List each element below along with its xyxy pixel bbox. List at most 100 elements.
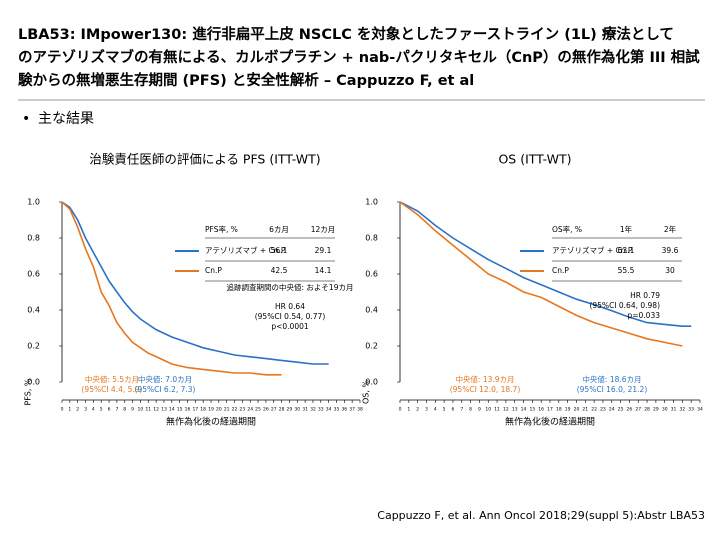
x-tick-label: 10 <box>138 407 144 413</box>
x-tick-label: 33 <box>688 407 694 413</box>
annotation: 中央値: 13.9カ月 <box>455 374 514 384</box>
x-tick-label: 35 <box>334 407 340 413</box>
x-tick-label: 3 <box>84 407 87 413</box>
x-tick-label: 1 <box>407 407 410 413</box>
y-tick-label: 1.0 <box>27 198 40 207</box>
x-tick-label: 4 <box>92 407 95 413</box>
table-header: 2年 <box>664 224 677 234</box>
x-tick-label: 7 <box>460 407 463 413</box>
x-tick-label: 25 <box>618 407 624 413</box>
bullet-mark: • <box>22 111 30 127</box>
x-tick-label: 31 <box>302 407 308 413</box>
table-cell: 55.5 <box>618 266 635 275</box>
y-tick-label: 0.6 <box>27 270 40 279</box>
x-tick-label: 27 <box>271 407 277 413</box>
km-curve <box>399 201 692 328</box>
x-tick-label: 8 <box>469 407 472 413</box>
x-tick-label: 5 <box>100 407 103 413</box>
y-tick-label: 0.8 <box>365 234 378 243</box>
x-tick-label: 37 <box>349 407 355 413</box>
x-tick-label: 29 <box>653 407 659 413</box>
x-tick-label: 19 <box>208 407 214 413</box>
x-tick-label: 2 <box>76 407 79 413</box>
table-cell: 30 <box>665 266 675 275</box>
x-tick-label: 25 <box>255 407 261 413</box>
x-tick-label: 0 <box>61 407 64 413</box>
table-cell: 56.1 <box>271 246 288 255</box>
annotation: (95%CI 4.4, 5.9) <box>82 385 143 394</box>
x-tick-label: 9 <box>478 407 481 413</box>
x-tick-label: 6 <box>452 407 455 413</box>
x-tick-label: 15 <box>177 407 183 413</box>
x-tick-label: 8 <box>123 407 126 413</box>
x-tick-label: 13 <box>161 407 167 413</box>
table-header: PFS率, % <box>205 224 238 234</box>
annotation: (95%CI 0.54, 0.77) <box>255 312 326 321</box>
x-tick-label: 34 <box>697 407 703 413</box>
x-tick-label: 14 <box>521 407 527 413</box>
table-cell: 42.5 <box>271 266 288 275</box>
table-cell: 39.6 <box>662 246 679 255</box>
x-tick-label: 17 <box>547 407 553 413</box>
y-tick-label: 0.8 <box>27 234 40 243</box>
annotation: (95%CI 12.0, 18.7) <box>450 385 521 394</box>
y-tick-label: 0.2 <box>365 342 378 351</box>
annotation: 追跡調査期間の中央値: およそ19カ月 <box>227 282 354 292</box>
x-tick-label: 30 <box>662 407 668 413</box>
km-curve <box>61 201 329 365</box>
y-tick-label: 0.0 <box>27 378 40 387</box>
x-tick-label: 10 <box>485 407 491 413</box>
x-tick-label: 32 <box>679 407 685 413</box>
x-axis-label: 無作為化後の経過期間 <box>505 416 595 428</box>
x-tick-label: 5 <box>443 407 446 413</box>
chart-title: 治験責任医師の評価による PFS (ITT-WT) <box>89 152 320 167</box>
annotation: (95%CI 0.64, 0.98) <box>589 301 660 310</box>
x-tick-label: 21 <box>224 407 230 413</box>
x-tick-label: 32 <box>310 407 316 413</box>
legend-label: アテゾリズマブ + Cn.P <box>205 245 286 255</box>
y-tick-label: 0.0 <box>365 378 378 387</box>
x-tick-label: 0 <box>399 407 402 413</box>
annotation: 中央値: 5.5カ月 <box>85 374 139 384</box>
x-tick-label: 14 <box>169 407 175 413</box>
x-tick-label: 23 <box>600 407 606 413</box>
legend-label: アテゾリズマブ + Cn.P <box>552 245 633 255</box>
x-tick-label: 7 <box>115 407 118 413</box>
x-tick-label: 34 <box>326 407 332 413</box>
x-tick-label: 16 <box>185 407 191 413</box>
x-axis-label: 無作為化後の経過期間 <box>166 416 256 428</box>
x-tick-label: 36 <box>341 407 347 413</box>
x-tick-label: 28 <box>279 407 285 413</box>
x-tick-label: 9 <box>131 407 134 413</box>
x-tick-label: 15 <box>529 407 535 413</box>
x-tick-label: 3 <box>425 407 428 413</box>
km-curve <box>61 201 282 376</box>
x-tick-label: 26 <box>263 407 269 413</box>
y-tick-label: 0.4 <box>365 306 378 315</box>
x-tick-label: 27 <box>635 407 641 413</box>
legend-label: Cn.P <box>205 266 222 275</box>
bullet: 主な結果 <box>38 111 94 127</box>
legend-label: Cn.P <box>552 266 569 275</box>
x-tick-label: 30 <box>294 407 300 413</box>
x-tick-label: 29 <box>287 407 293 413</box>
x-tick-label: 22 <box>591 407 597 413</box>
annotation: HR 0.64 <box>275 302 305 311</box>
x-tick-label: 1 <box>68 407 71 413</box>
table-header: OS率, % <box>552 224 582 234</box>
x-tick-label: 21 <box>582 407 588 413</box>
annotation: HR 0.79 <box>630 291 660 300</box>
annotation: 中央値: 18.6カ月 <box>582 374 641 384</box>
x-tick-label: 26 <box>627 407 633 413</box>
x-tick-label: 6 <box>108 407 111 413</box>
y-tick-label: 1.0 <box>365 198 378 207</box>
x-tick-label: 2 <box>416 407 419 413</box>
x-tick-label: 20 <box>216 407 222 413</box>
table-header: 12カ月 <box>311 225 336 234</box>
annotation: 中央値: 7.0カ月 <box>138 374 192 384</box>
title-line: LBA53: IMpower130: 進行非扁平上皮 NSCLC を対象としたフ… <box>18 25 674 43</box>
x-tick-label: 16 <box>538 407 544 413</box>
title-line: のアテゾリズマブの有無による、カルボプラチン + nab-パクリタキセル（CnP… <box>18 48 700 66</box>
y-tick-label: 0.2 <box>27 342 40 351</box>
